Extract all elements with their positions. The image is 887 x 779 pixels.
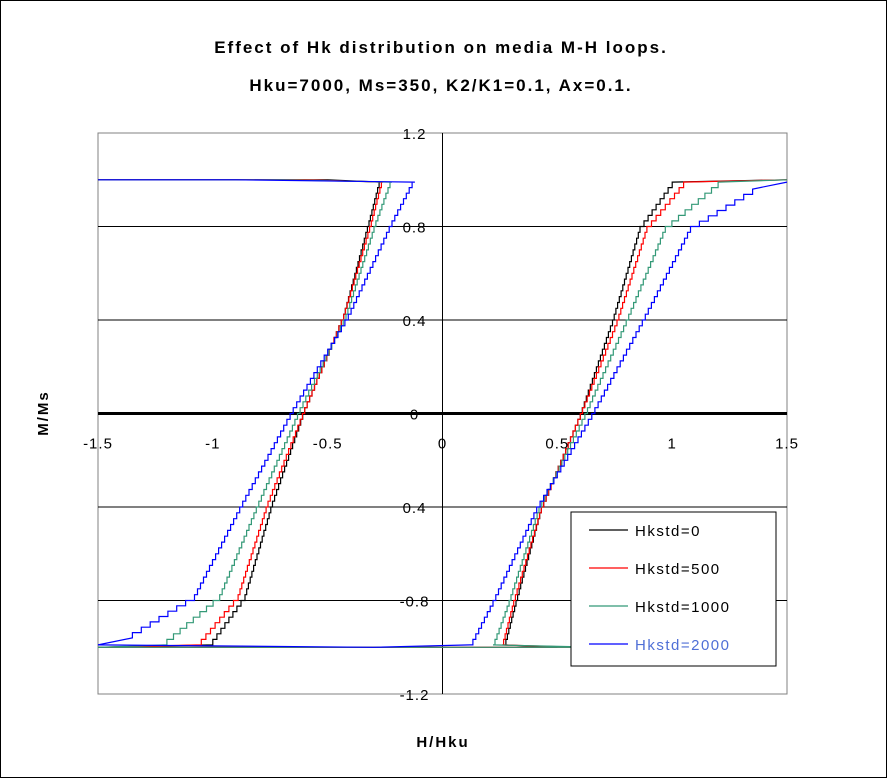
series-line-ascending [98,179,788,648]
axes [98,133,787,694]
legend: Hkstd=0 Hkstd=500 Hkstd=1000 Hkstd=2000 [570,511,777,667]
y-tick-label: -1.2 [400,687,430,704]
legend-label: Hkstd=2000 [635,637,730,654]
chart-title: Effect of Hk distribution on media M-H l… [214,38,668,57]
tick-labels: -1.5 -1 -0.5 0 0.5 1 1.5 1.2 0.8 0.4 0 0.4 -0.8 -1.2 [83,126,799,704]
series-hkstd-1000 [97,179,788,648]
series-line-descending [97,179,383,648]
y-tick-label: 0.8 [403,220,427,237]
legend-label: Hkstd=500 [635,561,721,578]
x-tick-label: 0 [438,436,447,453]
y-tick-label: -0.8 [400,594,430,611]
x-tick-label: 1.5 [775,436,799,453]
legend-label: Hkstd=0 [635,523,701,540]
x-tick-label: -0.5 [313,436,343,453]
x-tick-label: -1 [205,436,220,453]
series-hkstd-2000 [97,179,788,648]
y-tick-label: 1.2 [403,126,427,143]
series-hkstd-500 [97,179,788,648]
y-tick-label: 0 [410,407,419,424]
chart-subtitle: Hku=7000, Ms=350, K2/K1=0.1, Ax=0.1. [249,76,632,95]
y-tick-label: 0.4 [403,500,427,517]
y-axis-label: M/Ms [35,390,52,436]
legend-box [570,511,777,667]
x-tick-label: 1 [667,436,676,453]
x-tick-label: 0.5 [545,436,569,453]
series-line-descending [97,179,393,648]
legend-label: Hkstd=1000 [635,599,730,616]
series-line-ascending [98,179,788,648]
x-tick-label: -1.5 [83,436,113,453]
series-line-ascending [97,181,788,648]
x-axis-label: H/Hku [416,734,469,751]
series-line-descending [97,179,415,646]
series-lines [97,179,788,648]
y-tick-label: 0.4 [403,313,427,330]
